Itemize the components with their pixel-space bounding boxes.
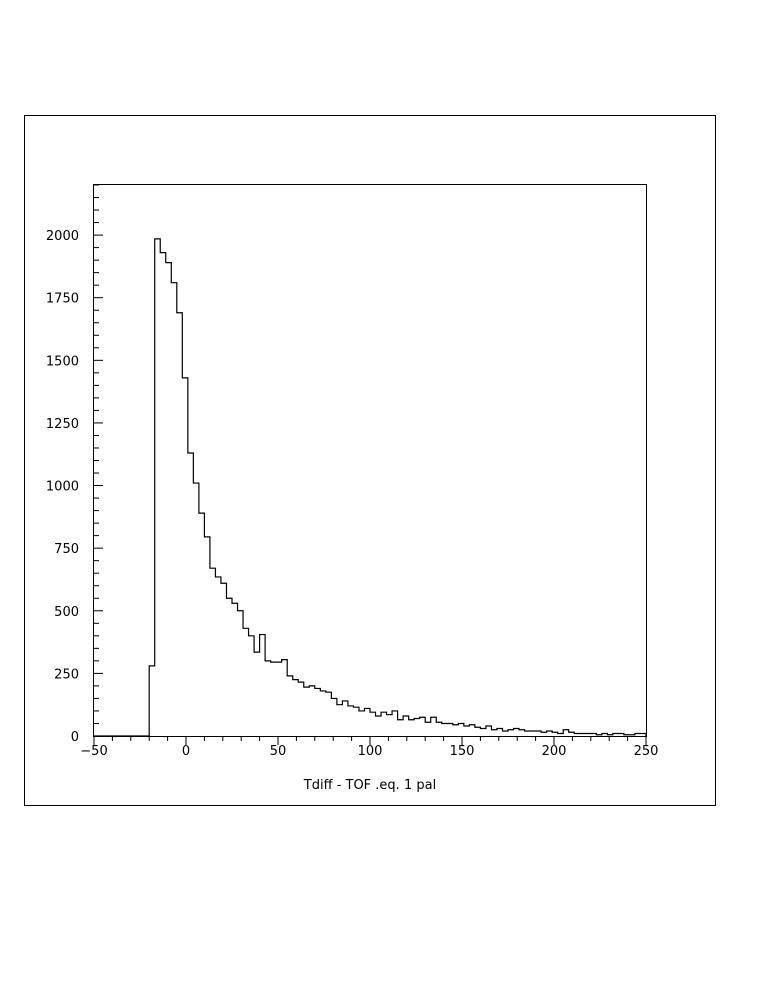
x-tick-label: 200 [542, 744, 567, 759]
plot-frame [93, 184, 647, 737]
x-tick-label: 50 [270, 744, 287, 759]
y-tick-label: 1750 [46, 292, 79, 307]
histogram-line [94, 238, 647, 737]
y-tick-label: 1250 [46, 417, 79, 432]
y-tick-label: 2000 [46, 229, 79, 244]
y-tick-label: 500 [54, 605, 79, 620]
x-tick-label: 250 [634, 744, 659, 759]
x-tick-label: 0 [182, 744, 190, 759]
canvas-frame [24, 115, 716, 806]
y-tick-label: 1500 [46, 354, 79, 369]
y-tick-label: 750 [54, 542, 79, 557]
y-tick-label: 250 [54, 667, 79, 682]
y-tick-label: 1000 [46, 480, 79, 495]
x-tick-label: −50 [80, 744, 107, 759]
x-axis-label: Tdiff - TOF .eq. 1 pal [303, 778, 436, 793]
y-axis: 0 250 500 750 1000 1250 1500 1750 2000 [46, 184, 103, 745]
y-tick-label: 0 [71, 730, 79, 745]
x-tick-label: 150 [450, 744, 475, 759]
x-axis: −50 0 50 100 150 200 250 [80, 736, 658, 759]
x-tick-label: 100 [358, 744, 383, 759]
